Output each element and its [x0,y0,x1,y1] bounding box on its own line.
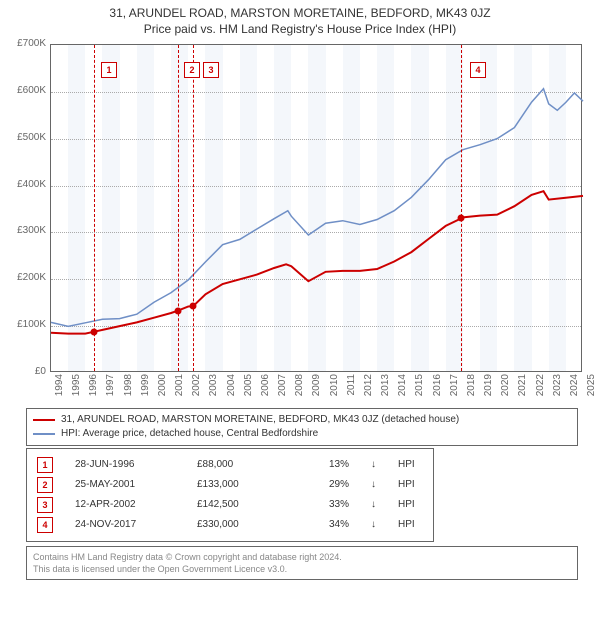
event-row-num: 1 [37,457,53,473]
lines-svg [51,45,583,373]
x-tick-label: 2020 [500,374,511,404]
y-tick-label: £400K [6,179,46,190]
legend-row-hpi: HPI: Average price, detached house, Cent… [33,427,571,441]
event-point [190,303,197,310]
event-row-price: £133,000 [197,475,287,495]
event-row-date: 24-NOV-2017 [75,515,175,535]
down-arrow-icon: ↓ [371,495,376,515]
legend: 31, ARUNDEL ROAD, MARSTON MORETAINE, BED… [26,408,578,446]
attribution-line1: Contains HM Land Registry data © Crown c… [33,551,571,563]
x-tick-label: 1994 [54,374,65,404]
down-arrow-icon: ↓ [371,515,376,535]
event-row: 2 25-MAY-2001 £133,000 29% ↓ HPI [37,475,423,495]
x-tick-label: 2017 [449,374,460,404]
event-row-price: £88,000 [197,455,287,475]
series-line-hpi [51,89,583,327]
event-row-pct: 33% [309,495,349,515]
event-row-pct: 29% [309,475,349,495]
attribution-line2: This data is licensed under the Open Gov… [33,563,571,575]
event-row-price: £330,000 [197,515,287,535]
chart-container: 31, ARUNDEL ROAD, MARSTON MORETAINE, BED… [0,0,600,620]
event-vline [461,45,462,371]
x-tick-label: 2016 [432,374,443,404]
event-row-price: £142,500 [197,495,287,515]
x-tick-label: 2002 [191,374,202,404]
y-tick-label: £500K [6,132,46,143]
legend-row-price-paid: 31, ARUNDEL ROAD, MARSTON MORETAINE, BED… [33,413,571,427]
legend-swatch-hpi [33,433,55,435]
event-vline [178,45,179,371]
x-tick-label: 2019 [483,374,494,404]
x-tick-label: 2009 [311,374,322,404]
attribution: Contains HM Land Registry data © Crown c… [26,546,578,580]
plot-area [50,44,582,372]
event-row-num: 4 [37,517,53,533]
x-tick-label: 2006 [260,374,271,404]
legend-label-hpi: HPI: Average price, detached house, Cent… [61,427,318,441]
x-tick-label: 1995 [71,374,82,404]
series-line-price-paid [51,191,583,333]
x-tick-label: 1997 [105,374,116,404]
event-row-date: 28-JUN-1996 [75,455,175,475]
event-marker-box: 1 [101,62,117,78]
y-tick-label: £300K [6,225,46,236]
x-tick-label: 2013 [380,374,391,404]
event-row-suffix: HPI [398,515,415,535]
x-tick-label: 1996 [88,374,99,404]
y-tick-label: £700K [6,38,46,49]
x-tick-label: 1999 [140,374,151,404]
event-vline [193,45,194,371]
x-tick-label: 2005 [243,374,254,404]
event-row-num: 3 [37,497,53,513]
x-tick-label: 2012 [363,374,374,404]
x-tick-label: 2008 [294,374,305,404]
x-tick-label: 2000 [157,374,168,404]
x-tick-label: 2021 [517,374,528,404]
event-row-suffix: HPI [398,455,415,475]
legend-swatch-price-paid [33,419,55,421]
x-tick-label: 2015 [414,374,425,404]
x-tick-label: 2001 [174,374,185,404]
event-point [90,328,97,335]
event-point [174,307,181,314]
x-tick-label: 2003 [208,374,219,404]
x-tick-label: 2011 [346,374,357,404]
event-row-suffix: HPI [398,475,415,495]
y-tick-label: £0 [6,366,46,377]
y-tick-label: £200K [6,272,46,283]
x-tick-label: 2025 [586,374,597,404]
event-row-num: 2 [37,477,53,493]
down-arrow-icon: ↓ [371,455,376,475]
x-tick-label: 1998 [123,374,134,404]
x-tick-label: 2004 [226,374,237,404]
event-marker-box: 4 [470,62,486,78]
y-tick-label: £100K [6,319,46,330]
y-tick-label: £600K [6,85,46,96]
x-tick-label: 2023 [552,374,563,404]
events-table: 1 28-JUN-1996 £88,000 13% ↓ HPI 2 25-MAY-2001 £1… [26,448,434,542]
event-row: 4 24-NOV-2017 £330,000 34% ↓ HPI [37,515,423,535]
event-marker-box: 2 [184,62,200,78]
x-tick-label: 2007 [277,374,288,404]
event-row-pct: 13% [309,455,349,475]
event-row: 1 28-JUN-1996 £88,000 13% ↓ HPI [37,455,423,475]
event-row-date: 25-MAY-2001 [75,475,175,495]
event-point [458,215,465,222]
x-tick-label: 2014 [397,374,408,404]
x-tick-label: 2022 [535,374,546,404]
event-marker-box: 3 [203,62,219,78]
x-tick-label: 2024 [569,374,580,404]
x-tick-label: 2010 [329,374,340,404]
event-row-date: 12-APR-2002 [75,495,175,515]
event-row-pct: 34% [309,515,349,535]
event-row: 3 12-APR-2002 £142,500 33% ↓ HPI [37,495,423,515]
event-vline [94,45,95,371]
down-arrow-icon: ↓ [371,475,376,495]
event-row-suffix: HPI [398,495,415,515]
legend-label-price-paid: 31, ARUNDEL ROAD, MARSTON MORETAINE, BED… [61,413,459,427]
x-tick-label: 2018 [466,374,477,404]
